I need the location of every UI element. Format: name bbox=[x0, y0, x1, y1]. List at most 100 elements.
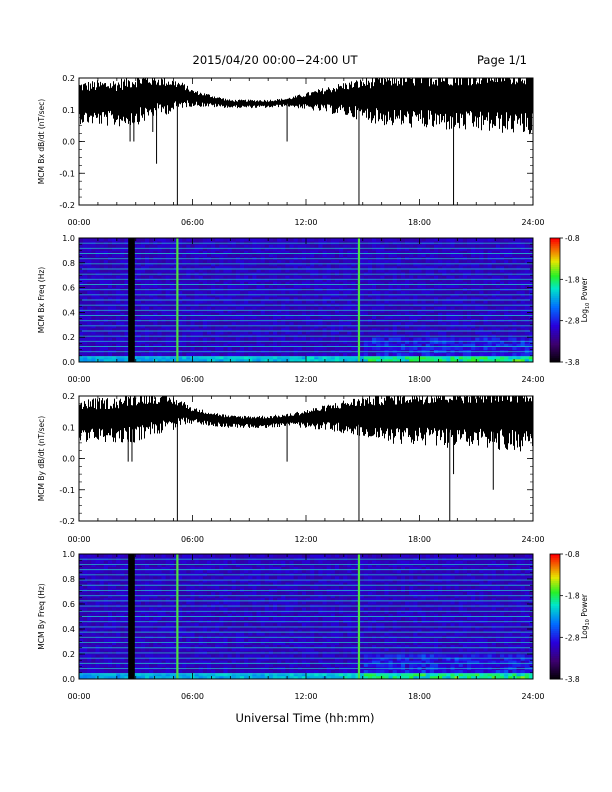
x-tick-label: 24:00 bbox=[521, 218, 544, 227]
y-tick-label: 0.4 bbox=[62, 308, 75, 317]
colorbar-cell bbox=[550, 606, 560, 609]
colorbar-cell bbox=[550, 343, 560, 346]
colorbar-tick-label: -1.8 bbox=[565, 592, 580, 601]
y-tick-label: 0.1 bbox=[62, 106, 75, 115]
colorbar-cell bbox=[550, 275, 560, 278]
x-tick-label: 24:00 bbox=[521, 375, 544, 384]
colorbar-cell bbox=[550, 262, 560, 266]
colorbar-cell bbox=[550, 562, 560, 565]
colorbar-cell bbox=[550, 624, 560, 628]
colorbar-cell bbox=[550, 283, 560, 287]
colorbar-cell bbox=[550, 651, 560, 655]
colorbar-cell bbox=[550, 676, 560, 680]
colorbar-tick-label: -0.8 bbox=[565, 550, 580, 559]
colorbar-cell bbox=[550, 349, 560, 353]
colorbar-cell bbox=[550, 601, 560, 605]
colorbar-cell bbox=[550, 287, 560, 291]
y-tick-label: 0.4 bbox=[62, 625, 75, 634]
colorbar-tick-label: -3.8 bbox=[565, 358, 580, 367]
colorbar-cell bbox=[550, 310, 560, 313]
colorbar-cell bbox=[550, 633, 560, 636]
colorbar-cell bbox=[550, 240, 560, 243]
x-tick-label: 00:00 bbox=[67, 535, 90, 544]
colorbar-cell bbox=[550, 347, 560, 351]
y-tick-label: -0.1 bbox=[59, 486, 75, 495]
x-tick-label: 12:00 bbox=[294, 375, 317, 384]
colorbar-tick-label: -2.8 bbox=[565, 317, 580, 326]
y-tick-label: 0.0 bbox=[62, 455, 75, 464]
x-tick-label: 18:00 bbox=[408, 692, 431, 701]
colorbar-cell bbox=[550, 314, 560, 318]
colorbar-cell bbox=[550, 576, 560, 580]
y-axis-label: MCM By dB/dt (nT/sec) bbox=[37, 416, 46, 501]
colorbar-cell bbox=[550, 622, 560, 626]
colorbar-cell bbox=[550, 660, 560, 663]
colorbar-cell bbox=[550, 616, 560, 620]
colorbar-cell bbox=[550, 353, 560, 357]
colorbar-frame bbox=[549, 553, 561, 680]
colorbar-cell bbox=[550, 612, 560, 615]
colorbar-cell bbox=[550, 359, 560, 363]
colorbar-cell bbox=[550, 324, 560, 328]
y-tick-label: 0.2 bbox=[62, 333, 75, 342]
colorbar-cell bbox=[550, 335, 560, 338]
colorbar-cell bbox=[550, 662, 560, 665]
colorbar-cell bbox=[550, 620, 560, 624]
panel-3: 00:00 06:00 12:00 18:00 24:00 0.2 0.1 0.0 -0.1 -0… bbox=[37, 392, 545, 544]
x-tick-label: 06:00 bbox=[181, 218, 204, 227]
colorbar-frame bbox=[549, 237, 561, 363]
colorbar-cell bbox=[550, 328, 560, 332]
colorbar-tick-label: -2.8 bbox=[565, 633, 580, 642]
x-tick-label: 18:00 bbox=[408, 535, 431, 544]
colorbar-cell bbox=[550, 581, 560, 584]
x-axis-label: Universal Time (hh:mm) bbox=[235, 711, 374, 725]
colorbar-cell bbox=[550, 568, 560, 572]
y-tick-label: 0.0 bbox=[62, 675, 75, 684]
colorbar-cell bbox=[550, 658, 560, 661]
x-tick-label: 24:00 bbox=[521, 535, 544, 544]
x-tick-label: 06:00 bbox=[181, 692, 204, 701]
colorbar-cell bbox=[550, 266, 560, 270]
colorbar: -0.8 -1.8 -2.8 -3.8 Log10 Power bbox=[549, 550, 591, 684]
colorbar-cell bbox=[550, 351, 560, 355]
colorbar-cell bbox=[550, 670, 560, 674]
x-tick-label: 12:00 bbox=[294, 218, 317, 227]
colorbar-cell bbox=[550, 357, 560, 361]
colorbar-cell bbox=[550, 291, 560, 295]
y-tick-label: 0.2 bbox=[62, 650, 75, 659]
colorbar-cell bbox=[550, 281, 560, 284]
colorbar-tick-label: -3.8 bbox=[565, 675, 580, 684]
colorbar-cell bbox=[550, 258, 560, 262]
colorbar-cell bbox=[550, 649, 560, 653]
data-trace bbox=[79, 396, 533, 452]
colorbar-cell bbox=[550, 589, 560, 592]
colorbar-cell bbox=[550, 345, 560, 349]
colorbar-cell bbox=[550, 285, 560, 289]
colorbar-cell bbox=[550, 664, 560, 667]
colorbar-cell bbox=[550, 599, 560, 603]
colorbar-cell bbox=[550, 674, 560, 678]
y-tick-label: 1.0 bbox=[62, 550, 75, 559]
colorbar-cell bbox=[550, 302, 560, 305]
colorbar-cell bbox=[550, 297, 560, 301]
colorbar-cell bbox=[550, 610, 560, 613]
colorbar-tick-label: -0.8 bbox=[565, 234, 580, 243]
colorbar-cell bbox=[550, 566, 560, 570]
y-tick-label: 0.6 bbox=[62, 284, 75, 293]
colorbar-cell bbox=[550, 252, 560, 256]
colorbar-cell bbox=[550, 306, 560, 309]
panels: 00:00 06:00 12:00 18:00 24:00 0.2 0.1 0.0 -0.1 -0… bbox=[37, 74, 591, 701]
heatmap-cells bbox=[79, 554, 534, 680]
colorbar-cell bbox=[550, 337, 560, 340]
colorbar-cell bbox=[550, 647, 560, 651]
colorbar-cell bbox=[550, 587, 560, 590]
x-tick-label: 06:00 bbox=[181, 535, 204, 544]
y-tick-label: -0.2 bbox=[59, 517, 75, 526]
y-tick-label: 0.8 bbox=[62, 575, 75, 584]
data-gap bbox=[128, 238, 135, 362]
colorbar-cell bbox=[550, 558, 560, 561]
y-tick-label: -0.1 bbox=[59, 169, 75, 178]
colorbar-cell bbox=[550, 271, 560, 274]
x-tick-label: 06:00 bbox=[181, 375, 204, 384]
colorbar-cell bbox=[550, 668, 560, 672]
